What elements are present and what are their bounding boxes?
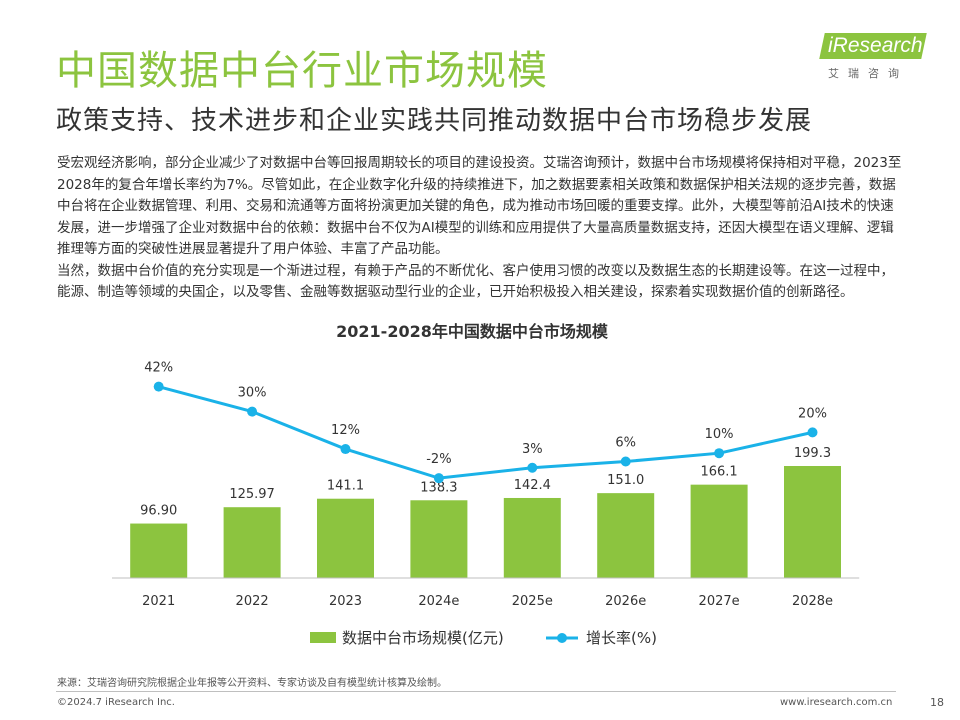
bar-2028e [784, 466, 841, 578]
paragraph-2: 当然，数据中台价值的充分实现是一个渐进过程，有赖于产品的不断优化、客户使用习惯的… [57, 262, 894, 301]
growth-point-2028e [807, 427, 818, 438]
bar-2025e [503, 497, 561, 578]
growth-point-2026e [620, 456, 631, 467]
x-tick-2022: 2022 [236, 594, 269, 609]
bar-label-2027e: 166.1 [700, 465, 737, 480]
growth-label-2023: 12% [331, 423, 360, 438]
bar-label-2022: 125.97 [229, 487, 275, 502]
growth-point-2025e [527, 462, 538, 473]
growth-label-2021: 42% [144, 361, 173, 376]
website-url: www.iresearch.com.cn [780, 697, 893, 708]
bar-label-2021: 96.90 [140, 504, 177, 519]
legend-bar-swatch [310, 632, 336, 643]
growth-point-2027e [714, 448, 725, 459]
x-tick-2028e: 2028e [792, 594, 833, 609]
x-tick-2021: 2021 [142, 594, 175, 609]
copyright: ©2024.7 iResearch Inc. [57, 697, 175, 708]
logo-wordmark: iResearch [828, 34, 923, 57]
page-title: 中国数据中台行业市场规模 [56, 48, 548, 94]
bar-2026e [597, 493, 655, 578]
bar-2022 [223, 507, 281, 578]
page-number: 18 [930, 696, 944, 709]
growth-point-2023 [340, 444, 351, 455]
growth-label-2026e: 6% [615, 436, 636, 451]
bar-2023 [317, 498, 374, 578]
bar-label-2025e: 142.4 [514, 478, 551, 493]
x-tick-2024e: 2024e [418, 594, 459, 609]
bar-2024e [410, 500, 468, 578]
growth-rate-line [158, 385, 813, 480]
source-note: 来源：艾瑞咨询研究院根据企业年报等公开资料、专家访谈及自有模型统计核算及绘制。 [57, 678, 447, 689]
x-tick-2023: 2023 [329, 594, 362, 609]
bar-2027e [690, 484, 748, 578]
footer-divider [56, 691, 896, 692]
growth-label-2024e: -2% [426, 452, 451, 467]
logo-subtitle: 艾瑞咨询 [828, 67, 908, 80]
legend-line-label: 增长率(%) [586, 629, 657, 647]
chart-title: 2021-2028年中国数据中台市场规模 [336, 322, 609, 341]
growth-label-2028e: 20% [798, 406, 827, 421]
growth-point-2022 [247, 406, 258, 417]
market-size-chart: 2021-2028年中国数据中台市场规模 96.90 2021 125.97 2022 1… [112, 322, 860, 647]
x-tick-2025e: 2025e [512, 594, 553, 609]
growth-point-2021 [153, 381, 164, 392]
bar-label-2023: 141.1 [327, 479, 364, 494]
x-tick-2026e: 2026e [605, 594, 646, 609]
x-tick-2027e: 2027e [699, 594, 740, 609]
growth-label-2022: 30% [238, 386, 267, 401]
growth-label-2027e: 10% [705, 427, 734, 442]
legend-line-marker [557, 633, 567, 643]
growth-label-2025e: 3% [522, 442, 543, 457]
bar-2021 [130, 523, 188, 578]
bar-label-2028e: 199.3 [794, 446, 831, 461]
bar-label-2026e: 151.0 [607, 473, 644, 488]
body-text: 受宏观经济影响，部分企业减少了对数据中台等回报周期较长的项目的建设投资。艾瑞咨询… [57, 153, 907, 304]
legend-bar-label: 数据中台市场规模(亿元) [342, 629, 504, 647]
page-subtitle: 政策支持、技术进步和企业实践共同推动数据中台市场稳步发展 [56, 106, 813, 136]
iresearch-logo: iResearch 艾瑞咨询 [819, 33, 932, 81]
growth-point-2024e [433, 473, 444, 484]
bar-label-2024e: 138.3 [420, 480, 457, 495]
paragraph-1: 受宏观经济影响，部分企业减少了对数据中台等回报周期较长的项目的建设投资。艾瑞咨询… [57, 155, 902, 257]
